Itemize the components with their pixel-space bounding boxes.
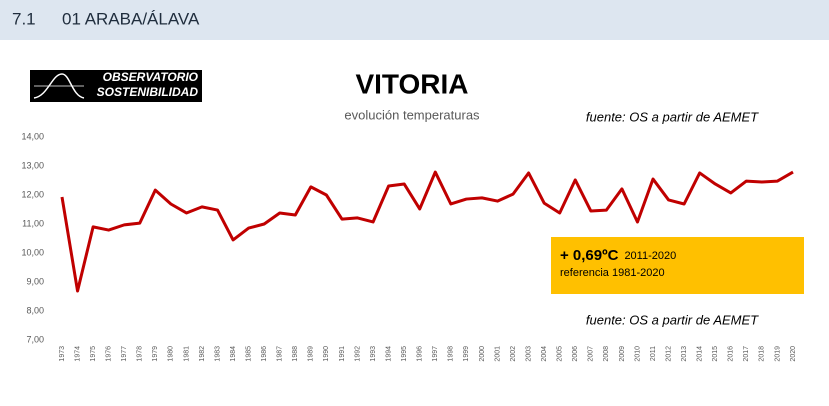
x-tick-label: 2009 xyxy=(619,346,626,362)
x-tick-label: 2000 xyxy=(479,346,486,362)
y-tick-label: 7,00 xyxy=(26,334,44,344)
x-tick-label: 1978 xyxy=(137,346,144,362)
x-tick-label: 2017 xyxy=(743,346,750,362)
y-tick-label: 10,00 xyxy=(21,247,44,257)
x-tick-label: 1981 xyxy=(183,346,190,362)
x-tick-label: 2001 xyxy=(494,346,501,362)
x-tick-label: 2016 xyxy=(728,346,735,362)
x-tick-label: 1997 xyxy=(432,346,439,362)
x-tick-label: 1993 xyxy=(370,346,377,362)
y-tick-label: 9,00 xyxy=(26,276,44,286)
source-note: fuente: OS a partir de AEMET xyxy=(586,312,759,327)
x-tick-label: 2002 xyxy=(510,346,517,362)
x-tick-label: 1973 xyxy=(59,346,66,362)
annotation-period: 2011-2020 xyxy=(624,250,676,262)
logo-curve xyxy=(33,73,85,99)
x-tick-label: 1985 xyxy=(245,346,252,362)
y-tick-label: 11,00 xyxy=(22,218,44,228)
x-tick-label: 1989 xyxy=(308,346,315,362)
x-tick-label: 1976 xyxy=(106,346,113,362)
x-tick-label: 2019 xyxy=(774,346,781,362)
x-tick-label: 2008 xyxy=(603,346,610,362)
y-tick-label: 14,00 xyxy=(21,131,44,141)
x-tick-label: 2018 xyxy=(759,346,766,362)
x-tick-label: 2012 xyxy=(665,346,672,362)
x-tick-label: 1986 xyxy=(261,346,268,362)
section-title: 01 ARABA/ÁLAVA xyxy=(62,9,200,28)
x-tick-label: 2013 xyxy=(681,346,688,362)
section-number: 7.1 xyxy=(12,9,36,28)
annotation-value: + 0,69ºC xyxy=(560,247,619,264)
x-tick-label: 2005 xyxy=(557,346,564,362)
x-tick-label: 1974 xyxy=(74,346,81,362)
y-tick-label: 13,00 xyxy=(21,160,44,170)
x-tick-label: 1975 xyxy=(90,346,97,362)
x-tick-label: 1977 xyxy=(121,346,128,362)
x-tick-label: 1991 xyxy=(339,346,346,362)
x-tick-label: 2010 xyxy=(634,346,641,362)
chart-title: VITORIA xyxy=(355,68,468,99)
temperature-line xyxy=(60,170,794,293)
annotation-reference: referencia 1981-2020 xyxy=(560,267,665,279)
x-tick-label: 2007 xyxy=(588,346,595,362)
x-tick-label: 1995 xyxy=(401,346,408,362)
x-tick-label: 1994 xyxy=(385,346,392,362)
x-tick-label: 1998 xyxy=(448,346,455,362)
annotation-text: + 0,69ºC 2011-2020 xyxy=(560,247,676,264)
x-tick-label: 1983 xyxy=(214,346,221,362)
x-tick-label: 1979 xyxy=(152,346,159,362)
x-tick-label: 1980 xyxy=(168,346,175,362)
y-tick-label: 8,00 xyxy=(26,305,44,315)
x-tick-label: 2011 xyxy=(650,346,657,361)
logo-text: OBSERVATORIO xyxy=(103,70,199,84)
header-band xyxy=(0,0,829,40)
chart-subtitle: evolución temperaturas xyxy=(344,107,480,122)
x-tick-label: 2006 xyxy=(572,346,579,362)
x-tick-label: 1999 xyxy=(463,346,470,362)
y-tick-label: 12,00 xyxy=(21,189,44,199)
x-tick-label: 1990 xyxy=(323,346,330,362)
x-tick-label: 2004 xyxy=(541,346,548,362)
x-tick-label: 1982 xyxy=(199,346,206,362)
annotation-box xyxy=(551,237,804,294)
x-tick-label: 2014 xyxy=(697,346,704,362)
x-tick-label: 1987 xyxy=(277,346,284,362)
x-tick-label: 2003 xyxy=(525,346,532,362)
logo-text: SOSTENIBILIDAD xyxy=(97,85,199,99)
x-tick-label: 1988 xyxy=(292,346,299,362)
x-tick-label: 1984 xyxy=(230,346,237,362)
x-tick-label: 2020 xyxy=(790,346,797,362)
x-tick-label: 1996 xyxy=(417,346,424,362)
source-note: fuente: OS a partir de AEMET xyxy=(586,109,759,124)
x-tick-label: 2015 xyxy=(712,346,719,362)
x-tick-label: 1992 xyxy=(354,346,361,362)
